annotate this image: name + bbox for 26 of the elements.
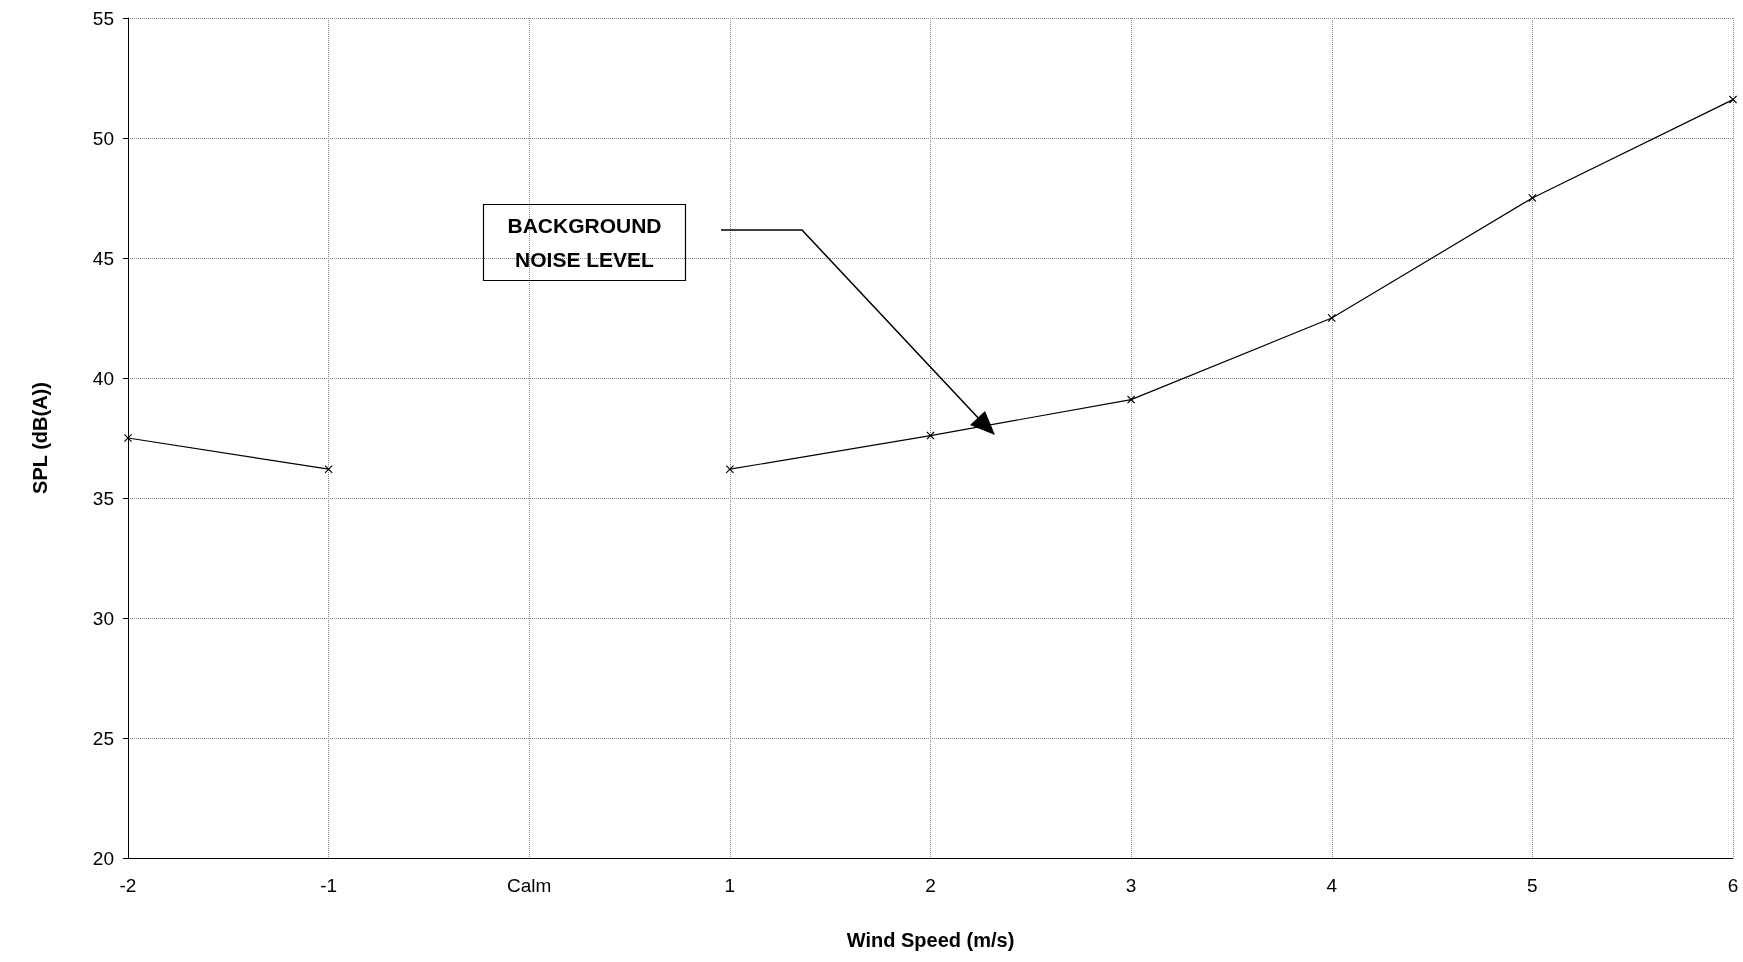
y-tick-label: 40 [92,367,114,389]
x-tick-label: 2 [925,875,936,896]
y-tick-label: 55 [92,7,114,29]
x-axis-title: Wind Speed (m/s) [846,929,1015,951]
point [1528,194,1537,202]
annotation: BACKGROUND NOISE LEVEL [507,214,662,271]
y-tick-label: 25 [92,727,114,749]
x-tick-label: 6 [1727,875,1739,896]
point [324,465,333,474]
x-tick-label: -1 [320,875,338,896]
point [1127,395,1136,404]
y-tick-label: 30 [92,607,114,629]
x-tick-label: 1 [724,875,736,896]
x-tick-label: Calm [507,875,552,896]
x-tick-label: 3 [1125,875,1137,896]
x-tick-label: 5 [1527,875,1538,896]
y-tick-label: 20 [92,847,114,869]
x-tick-label: 4 [1326,875,1338,896]
point [1327,314,1336,322]
y-tick-label: 45 [92,247,114,269]
y-tick-label: 50 [92,127,114,149]
y-axis-title: SPL (dB(A)) [29,382,51,494]
point [725,465,734,474]
point [1729,95,1737,104]
x-tick-label: -2 [119,875,137,896]
y-tick-label: 35 [92,487,114,509]
